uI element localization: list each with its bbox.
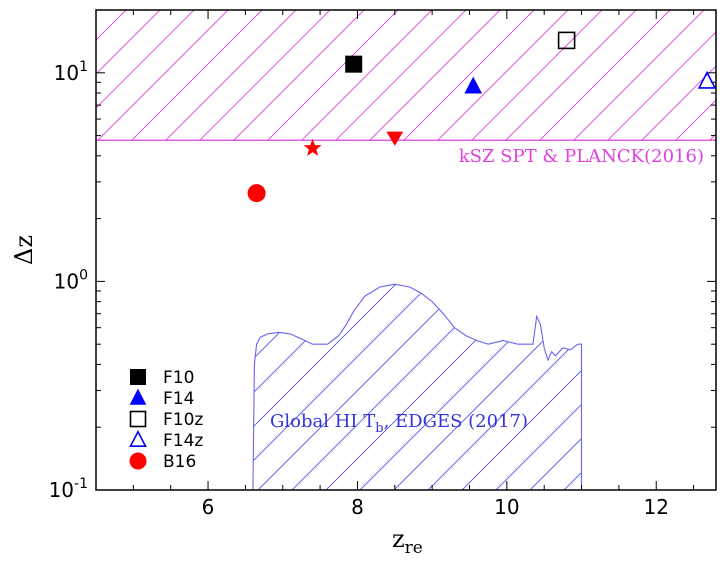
plot-frame: [95, 9, 717, 491]
x-axis-label-subscript: re: [405, 538, 423, 558]
x-tick-label: 12: [644, 495, 669, 519]
y-tick-label: 100: [54, 267, 88, 293]
legend-marker-b16: [129, 452, 147, 470]
y-tick-label-exponent: -1: [74, 476, 88, 492]
marker-triangle-down: [386, 131, 404, 146]
ksz-constraint-region: [96, 10, 716, 141]
marker-f14z: [697, 70, 717, 89]
x-tick-label: 8: [351, 495, 364, 519]
x-axis-ticks: 6 8 10 12: [95, 10, 695, 519]
ksz-annotation: kSZ SPT & PLANCK(2016): [459, 146, 704, 167]
y-tick-label-exponent: 1: [79, 59, 88, 75]
x-axis-label: zre: [392, 525, 423, 558]
marker-f14: [464, 76, 483, 94]
legend-label: F14z: [163, 431, 203, 451]
legend-label: F10z: [163, 410, 203, 430]
y-tick-label: 10-1: [49, 476, 88, 502]
edges-annotation-main: Global HI T: [270, 411, 375, 432]
legend-marker-f14: [129, 388, 147, 405]
x-tick-label: 6: [202, 495, 215, 519]
edges-annotation-tail: , EDGES (2017): [384, 411, 528, 432]
marker-f10z: [557, 31, 576, 50]
y-tick-label-base: 10: [54, 61, 79, 85]
legend-label: F10: [163, 368, 194, 388]
y-tick-label-exponent: 0: [79, 267, 88, 283]
legend-marker-f10: [130, 369, 146, 385]
edges-constraint-region: [252, 283, 583, 490]
y-axis-label: Δz: [10, 235, 38, 265]
legend-marker-f10z: [129, 410, 147, 428]
marker-star: [303, 138, 322, 156]
data-markers: [247, 31, 717, 203]
legend-label: F14: [163, 389, 194, 409]
legend-label: B16: [163, 452, 196, 472]
marker-b16: [247, 184, 266, 203]
x-axis-label-main: z: [392, 525, 405, 553]
marker-f10: [345, 55, 363, 73]
y-tick-label-base: 10: [49, 478, 74, 502]
x-tick-label: 10: [494, 495, 519, 519]
y-tick-label: 101: [54, 59, 88, 85]
edges-annotation-subscript: b: [375, 421, 383, 436]
edges-annotation: Global HI Tb, EDGES (2017): [270, 411, 528, 436]
y-tick-label-base: 10: [54, 269, 79, 293]
legend-marker-f14z: [129, 430, 147, 447]
